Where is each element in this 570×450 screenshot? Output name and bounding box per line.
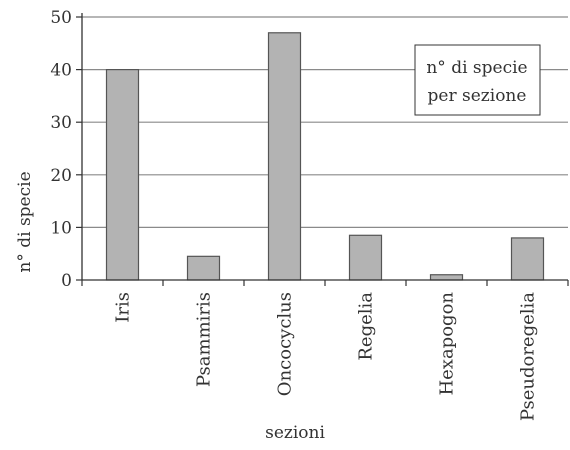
y-tick-label: 30 [50,113,72,133]
y-tick-label: 20 [50,166,72,186]
legend-box [414,44,541,116]
x-tick-label: Psammiris [194,292,215,387]
bar [348,234,383,281]
x-tick-label: Iris [113,292,134,323]
y-tick-label: 10 [50,218,72,238]
axes [76,13,569,286]
legend-line-2: per sezione [428,86,527,106]
bar [105,68,140,281]
x-tick-label: Oncocyclus [275,292,296,396]
legend-line-1: n° di specie [426,58,527,78]
bars [105,32,545,281]
x-tick-label: Regelia [356,292,377,361]
x-tick-label: Pseudoregelia [518,292,539,421]
x-tick-label: Hexapogon [437,292,458,396]
bar [429,274,464,281]
y-tick-label: 50 [50,8,72,28]
x-axis-title: sezioni [265,423,325,443]
bar [510,237,545,281]
bar [267,32,302,281]
y-tick-label: 0 [61,271,72,291]
y-tick-label: 40 [50,61,72,81]
legend: n° di specie per sezione [414,44,541,116]
y-axis-title: n° di specie [15,171,35,272]
bar [186,255,221,281]
y-tick-labels: 0 10 20 30 40 50 [50,8,72,291]
x-tick-labels: Iris Psammiris Oncocyclus Regelia Hexapogon P… [113,292,539,422]
